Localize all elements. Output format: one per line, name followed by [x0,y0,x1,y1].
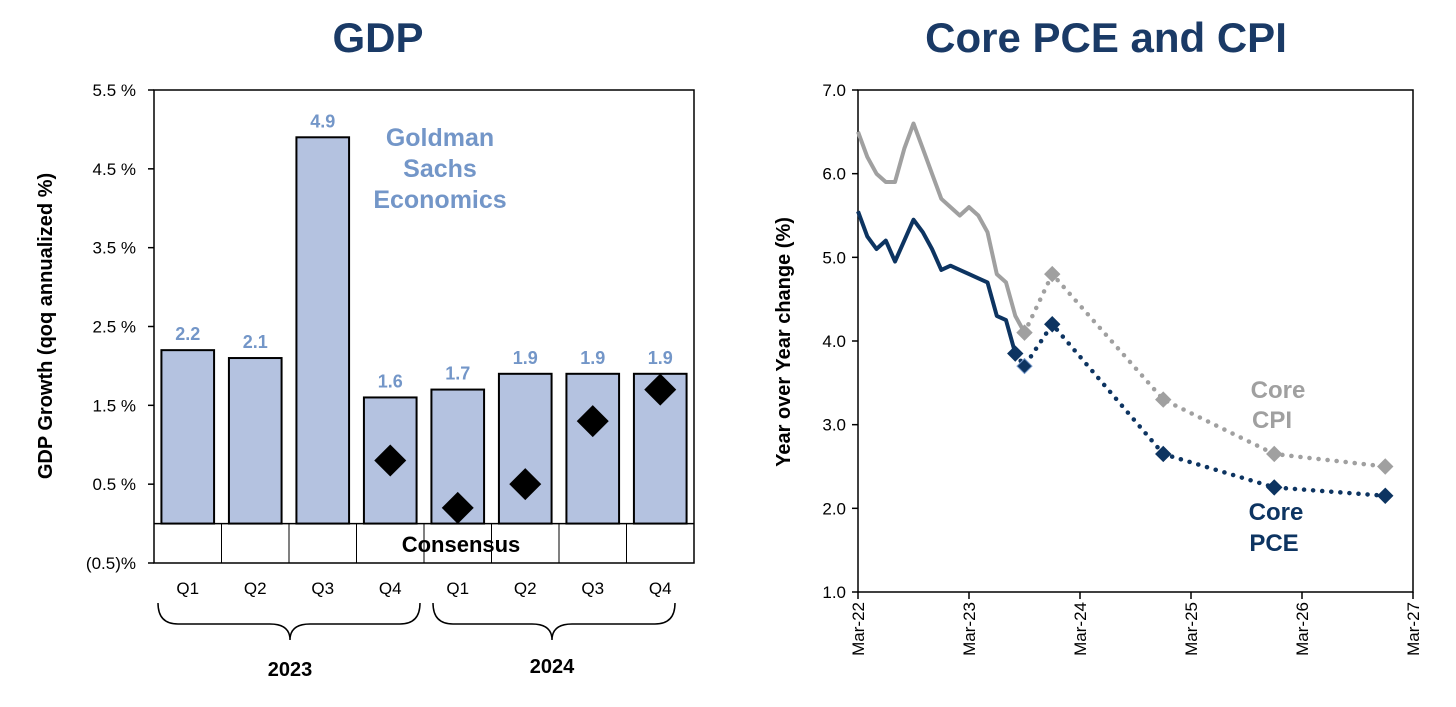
inflation-x-tick-label: Mar-27 [1404,602,1423,656]
gdp-y-axis-label: GDP Growth (qoq annualized %) [35,173,57,479]
gdp-x-tick-label: Q3 [311,579,334,598]
gs-line-1: Goldman [386,124,494,152]
inflation-y-tick-label: 2.0 [822,499,846,518]
inflation-plot-area [857,89,1414,593]
inflation-y-tick-label: 6.0 [822,165,846,184]
gdp-x-axis: Q1 Q2 Q3 Q4 Q1 Q2 Q3 Q4 [176,523,672,598]
gdp-data-label: 4.9 [310,111,335,131]
gdp-x-tick-label: Q4 [649,579,672,598]
inflation-series [856,121,1394,504]
gdp-data-label: 1.9 [513,348,538,368]
series-forecast-marker [1044,316,1061,333]
gdp-data-label: 2.1 [243,332,268,352]
consensus-marker [576,405,609,438]
gdp-y-tick-label: 3.5 % [93,239,136,258]
inflation-y-tick-label: 7.0 [822,81,846,100]
core-cpi-label-line-2: CPI [1252,407,1292,434]
goldman-sachs-annotation: Goldman Sachs Economics [373,124,506,214]
gdp-bar [565,372,621,525]
gdp-y-tick-label: 2.5 % [93,318,136,337]
consensus-marker [644,373,677,406]
inflation-y-tick-label: 4.0 [822,332,846,351]
series-forecast-marker [1155,391,1172,408]
gdp-x-tick-label: Q1 [446,579,469,598]
gdp-y-tick-label: 1.5 % [93,396,136,415]
core-pce-label-line-1: Core [1249,499,1304,526]
gdp-bar [497,372,553,525]
gdp-y-tick-label: (0.5)% [86,554,136,573]
gdp-x-tick-label: Q1 [176,579,199,598]
gdp-bar [160,349,216,525]
inflation-y-tick-label: 5.0 [822,248,846,267]
inflation-series-labels: Core CPI Core PCE [1249,377,1306,557]
inflation-y-tick-label: 1.0 [822,583,846,602]
series-forecast-marker [1377,487,1394,504]
gdp-x-tick-label: Q4 [379,579,402,598]
inflation-x-tick-label: Mar-24 [1071,602,1090,656]
gdp-x-tick-label: Q2 [244,579,267,598]
gdp-y-tick-label: 5.5 % [93,81,136,100]
series-forecast-marker [1155,445,1172,463]
gdp-x-tick-label: Q3 [581,579,604,598]
gdp-title: GDP [332,14,423,61]
gdp-bar [227,357,283,525]
consensus-marker [441,491,474,524]
inflation-x-tick-label: Mar-22 [849,602,868,656]
gdp-data-labels: 2.2 2.1 4.9 1.6 1.7 1.9 1.9 1.9 [175,111,673,391]
consensus-label: Consensus [402,532,521,557]
gdp-x-tick-label: Q2 [514,579,537,598]
gdp-data-label: 1.6 [378,371,403,391]
gs-line-2: Sachs [403,155,477,183]
gdp-data-label: 1.7 [445,364,470,384]
gs-line-3: Economics [373,186,506,214]
year-label-2023: 2023 [268,659,313,681]
series-forecast-marker [1016,324,1033,341]
gdp-y-tick-label: 4.5 % [93,160,136,179]
series-forecast-marker [1266,479,1283,496]
inflation-title: Core PCE and CPI [925,14,1287,61]
gdp-data-label: 1.9 [648,348,673,368]
inflation-x-tick-label: Mar-26 [1293,602,1312,656]
inflation-y-axis-label: Year over Year change (%) [773,217,795,467]
year-label-2024: 2024 [530,656,575,678]
series-forecast-marker [1016,357,1033,375]
consensus-marker [374,444,407,477]
series-forecast-line [1013,320,1388,499]
series-forecast-marker [1377,458,1394,475]
inflation-x-axis: Mar-22 Mar-23 Mar-24 Mar-25 Mar-26 Mar-27 [849,592,1423,656]
core-pce-label-line-2: PCE [1249,530,1298,557]
series-forecast-marker [1044,265,1061,283]
inflation-y-axis: 1.0 2.0 3.0 4.0 5.0 6.0 7.0 [822,81,858,602]
inflation-x-tick-label: Mar-23 [960,602,979,656]
series-actual-line [856,210,1018,355]
gdp-data-label: 1.9 [580,348,605,368]
gdp-consensus-markers [374,373,677,524]
series-forecast-line [1022,270,1388,469]
brace-2024 [432,602,676,641]
gdp-y-axis: (0.5)% 0.5 % 1.5 % 2.5 % 3.5 % 4.5 % 5.5 % [86,81,154,573]
gdp-year-braces: 2023 2024 [157,602,676,681]
series-forecast-marker [1266,445,1283,463]
gdp-bar [295,136,351,525]
series-actual-line [856,121,1027,334]
inflation-x-tick-label: Mar-25 [1182,602,1201,656]
inflation-y-tick-label: 3.0 [822,416,846,435]
gdp-y-tick-label: 0.5 % [93,475,136,494]
gdp-data-label: 2.2 [175,324,200,344]
series-forecast-marker [1007,345,1024,362]
core-cpi-label-line-1: Core [1251,377,1306,404]
consensus-marker [509,468,542,501]
brace-2023 [157,602,421,641]
